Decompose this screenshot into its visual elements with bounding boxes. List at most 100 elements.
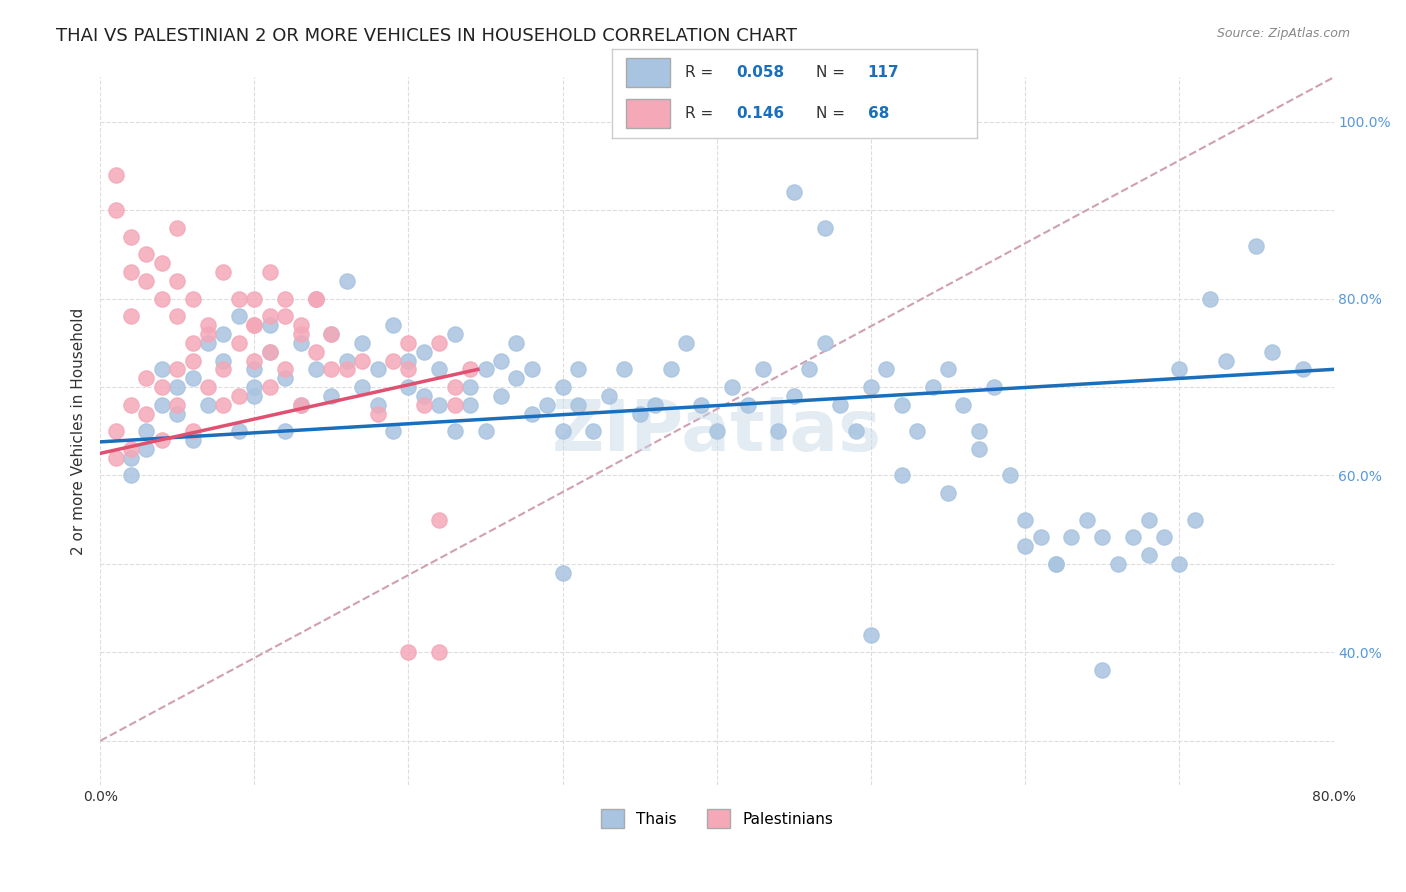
Point <box>382 353 405 368</box>
Point <box>212 326 235 341</box>
Point <box>1168 557 1191 571</box>
Point <box>1060 530 1083 544</box>
Point <box>721 380 744 394</box>
Point <box>427 398 450 412</box>
Point <box>150 256 173 270</box>
Point <box>166 220 188 235</box>
Point <box>427 645 450 659</box>
Point <box>706 424 728 438</box>
Text: N =: N = <box>817 106 851 120</box>
Point <box>352 380 374 394</box>
Point <box>274 292 297 306</box>
Point <box>474 424 496 438</box>
Point <box>336 353 359 368</box>
Point <box>783 389 806 403</box>
Point <box>783 186 806 200</box>
Point <box>367 362 389 376</box>
Point <box>150 433 173 447</box>
Point <box>536 398 558 412</box>
Point <box>859 380 882 394</box>
Point <box>259 344 281 359</box>
Point <box>274 362 297 376</box>
Point <box>104 168 127 182</box>
Point <box>921 380 943 394</box>
Point <box>135 407 157 421</box>
Point <box>120 229 142 244</box>
Point <box>243 353 266 368</box>
Point <box>259 318 281 332</box>
Point <box>983 380 1005 394</box>
Point <box>197 335 219 350</box>
Point <box>443 326 465 341</box>
Point <box>1014 539 1036 553</box>
FancyBboxPatch shape <box>626 58 671 87</box>
Point <box>936 362 959 376</box>
Text: 0.146: 0.146 <box>735 106 785 120</box>
Point <box>582 424 605 438</box>
Point <box>598 389 620 403</box>
Point <box>135 442 157 456</box>
Point <box>197 398 219 412</box>
Point <box>398 645 420 659</box>
Point <box>1076 513 1098 527</box>
Point <box>212 362 235 376</box>
Point <box>1261 344 1284 359</box>
Point <box>166 310 188 324</box>
Point <box>1137 513 1160 527</box>
Point <box>551 424 574 438</box>
Point <box>1091 663 1114 677</box>
Point <box>243 318 266 332</box>
Point <box>443 424 465 438</box>
Point <box>228 335 250 350</box>
Text: THAI VS PALESTINIAN 2 OR MORE VEHICLES IN HOUSEHOLD CORRELATION CHART: THAI VS PALESTINIAN 2 OR MORE VEHICLES I… <box>56 27 797 45</box>
Point <box>120 398 142 412</box>
Point <box>104 203 127 218</box>
FancyBboxPatch shape <box>626 99 671 128</box>
Point <box>197 318 219 332</box>
Point <box>166 380 188 394</box>
Point <box>228 310 250 324</box>
Point <box>845 424 868 438</box>
Point <box>1137 548 1160 562</box>
Point <box>181 433 204 447</box>
Point <box>104 450 127 465</box>
Point <box>321 326 343 341</box>
Point <box>830 398 852 412</box>
Point <box>259 310 281 324</box>
Point <box>567 398 589 412</box>
Point <box>967 424 990 438</box>
Point <box>1153 530 1175 544</box>
Point <box>166 398 188 412</box>
Point <box>135 247 157 261</box>
Point <box>505 335 527 350</box>
Point <box>367 407 389 421</box>
Point <box>181 371 204 385</box>
Point <box>1184 513 1206 527</box>
Text: ZIPatlas: ZIPatlas <box>551 397 882 466</box>
Point <box>551 566 574 580</box>
Point <box>458 398 481 412</box>
Point <box>305 292 328 306</box>
Point <box>1091 530 1114 544</box>
Point <box>150 362 173 376</box>
Point <box>412 344 434 359</box>
Point <box>321 389 343 403</box>
Point <box>352 335 374 350</box>
Point <box>875 362 897 376</box>
Point <box>1246 238 1268 252</box>
Point <box>1107 557 1129 571</box>
Point <box>321 362 343 376</box>
Point <box>890 398 912 412</box>
Point <box>1045 557 1067 571</box>
Text: R =: R = <box>685 106 718 120</box>
Point <box>1014 513 1036 527</box>
Point <box>398 380 420 394</box>
Point <box>274 424 297 438</box>
Point <box>859 628 882 642</box>
Point <box>644 398 666 412</box>
Point <box>290 398 312 412</box>
Point <box>135 274 157 288</box>
Point <box>690 398 713 412</box>
Text: R =: R = <box>685 65 718 79</box>
Point <box>443 398 465 412</box>
